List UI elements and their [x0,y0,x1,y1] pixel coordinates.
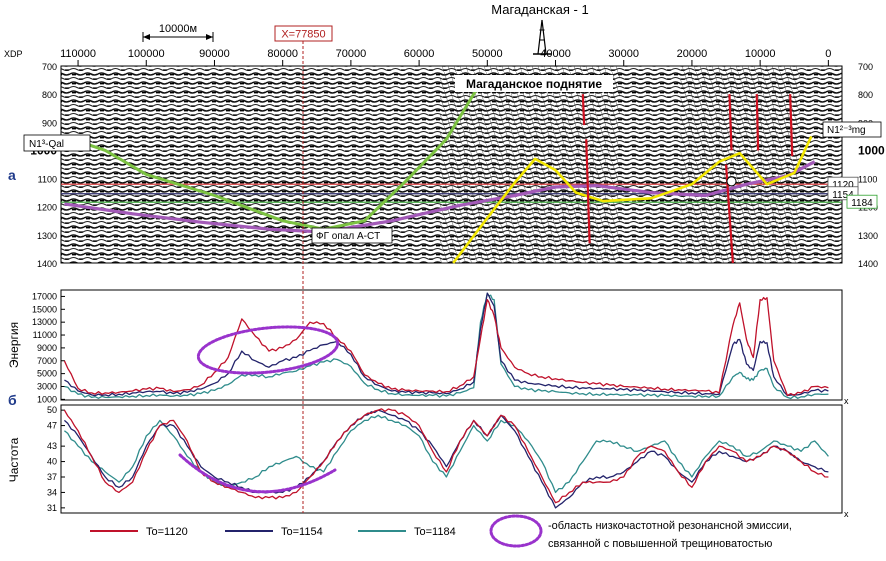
legend-label: To=1120 [146,526,188,538]
legend-ellipse-icon [489,514,543,548]
x-tick-label: 100000 [128,48,165,60]
xdp-label: XDP [4,49,23,59]
energy-anomaly-ellipse [196,325,340,375]
panel-label-b: б [8,392,17,408]
seismic-y-tick-left: 900 [42,118,57,128]
frequency-y-tick-label: 40 [47,457,57,467]
seismic-y-axis-right: 70080090010001100120013001400 [858,62,885,269]
seismic-y-tick-left: 1200 [37,203,57,213]
legend-item-To=1154: To=1154 [225,526,323,538]
legend-item-To=1120: To=1120 [90,526,188,538]
horizon-right-label: N1²⁻³mg [822,121,882,138]
legend-ellipse-text-2: связанной с повышенной трещиноватостью [548,538,772,550]
seismic-y-axis-left: 70080090010001100120013001400 [30,62,57,269]
energy-axis-label: Энергия [7,322,21,368]
svg-text:1154: 1154 [832,190,854,201]
fault-line [585,139,591,244]
green-horizon [63,82,482,231]
frequency-series-To=1184 [63,414,829,494]
legend-ellipse-text-1: -область низкочастотной резонансной эмис… [548,520,792,532]
x-tick-label: 80000 [267,48,298,60]
svg-text:N1²⁻³mg: N1²⁻³mg [827,125,866,136]
x-tick-label: 0 [825,48,831,60]
svg-text:ФГ опал A-CT: ФГ опал A-CT [316,231,380,242]
frequency-y-tick-label: 50 [47,405,57,415]
well-marker [726,176,737,187]
legend-item-To=1184: To=1184 [358,526,456,538]
seismic-section [60,65,843,264]
frequency-series-To=1120 [63,408,829,504]
seismic-y-tick-right: 700 [858,62,873,72]
time-label-1184: 1184 [846,194,878,209]
x-tick-label: 70000 [336,48,367,60]
uplift-label: Магаданское поднятие [466,77,602,91]
energy-series-To=1120 [63,296,829,397]
x-tick-label: 10000 [745,48,776,60]
energy-x-letter: x [844,396,849,406]
energy-chart: 1000 3000 5000 7000 9000 11000 13000 15000 17000… [7,289,849,406]
seismic-y-tick-left: 700 [42,62,57,72]
energy-y-tick-label: 7000 [37,356,57,366]
uplift-label-box: Магаданское поднятие [455,75,613,92]
seismic-y-tick-right: 800 [858,90,873,100]
energy-y-tick-label: 1000 [37,394,57,404]
frequency-anomaly-arc [178,453,337,494]
frequency-y-tick-label: 34 [47,487,57,497]
seismic-y-tick-left: 1400 [37,259,57,269]
yellow-horizon [452,135,813,264]
seismic-y-tick-right: 1300 [858,231,878,241]
svg-text:1120: 1120 [832,180,854,191]
x-tick-label: 90000 [199,48,230,60]
derrick-icon [533,19,551,55]
energy-y-tick-label: 9000 [37,343,57,353]
purple-horizon [64,160,816,234]
frequency-chart: 31 34 37 40 43 47 50 Частота x [7,404,849,519]
legend-label: To=1184 [414,526,456,538]
fault-line [728,94,733,151]
frequency-y-tick-label: 31 [47,503,57,513]
horizon-bottom-label: ФГ опал A-CT [311,227,393,244]
legend: -область низкочастотной резонансной эмис… [90,514,792,550]
x-marker-box: X=77850 [274,25,333,42]
seismic-y-tick-left: 800 [42,90,57,100]
seismic-y-tick-left: 1300 [37,231,57,241]
seismic-y-tick-right: 1000 [858,143,885,157]
energy-y-tick-label: 11000 [33,330,57,340]
seismic-x-axis: 110000 100000 90000 80000 70000 60000 50000 400… [60,48,831,66]
scale-label: 10000м [159,23,197,35]
fault-line [755,94,760,151]
frequency-y-tick-label: 37 [47,472,57,482]
x-marker-label: X=77850 [281,29,325,41]
energy-y-tick-label: 13000 [32,317,57,327]
x-tick-label: 110000 [60,48,96,60]
energy-y-tick-label: 3000 [37,381,57,391]
panel-label-a: а [8,167,16,183]
energy-y-tick-label: 15000 [32,304,57,314]
x-tick-label: 20000 [677,48,708,60]
well-name: Магаданская - 1 [491,2,588,17]
x-tick-label: 50000 [472,48,503,60]
scale-bar: 10000м [142,23,214,42]
fault-line [789,94,794,157]
svg-text:1184: 1184 [851,198,873,209]
horizon-left-label: N1³-Qal [23,134,91,152]
frequency-x-letter: x [844,509,849,519]
seismic-y-tick-left: 1100 [38,175,57,185]
frequency-y-tick-label: 43 [47,441,57,451]
energy-y-tick-label: 5000 [37,369,57,379]
energy-y-tick-label: 17000 [32,291,57,301]
fault-line [581,94,586,126]
frequency-y-tick-label: 47 [47,421,57,431]
frequency-axis-label: Частота [7,437,21,482]
x-tick-label: 30000 [608,48,639,60]
x-tick-label: 40000 [540,48,571,60]
legend-label: To=1154 [281,526,323,538]
seismic-y-tick-right: 1400 [858,259,878,269]
x-tick-label: 60000 [404,48,435,60]
svg-text:N1³-Qal: N1³-Qal [29,139,64,150]
seismic-y-tick-right: 1100 [858,175,877,185]
